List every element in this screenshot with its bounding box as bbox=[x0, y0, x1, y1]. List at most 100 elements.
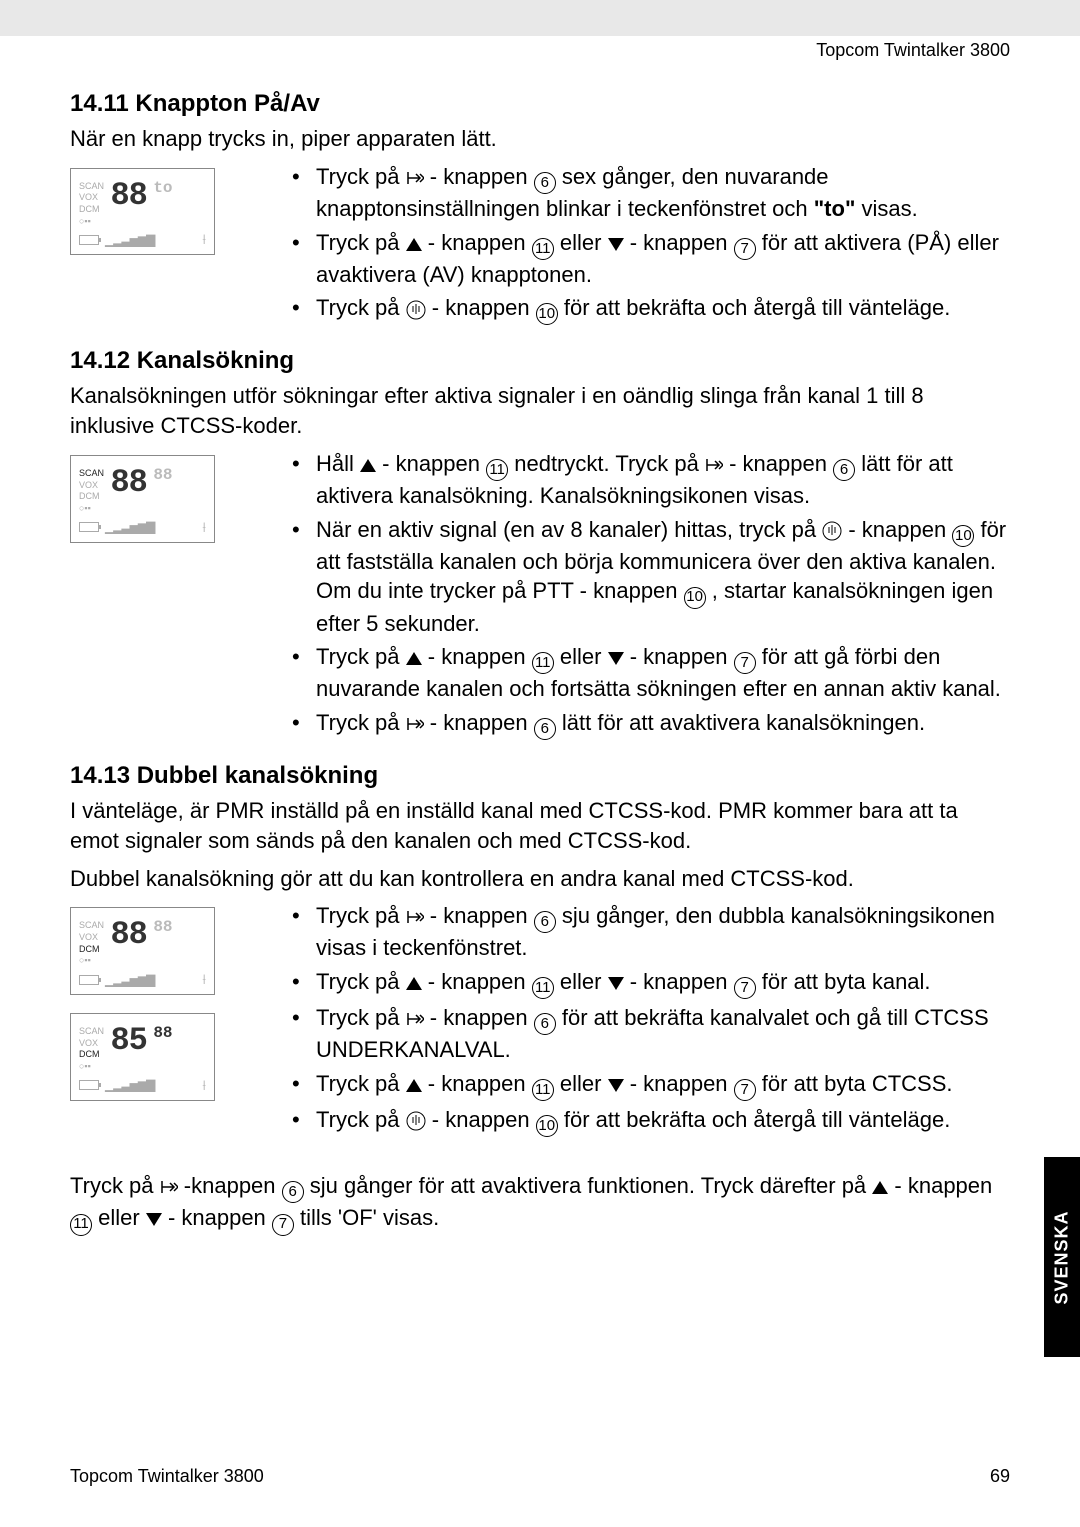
list-item: Tryck på - knappen 6 sju gånger, den dub… bbox=[316, 901, 1010, 963]
circled-10: 10 bbox=[536, 303, 558, 325]
triangle-up-icon bbox=[360, 459, 376, 472]
circled-11: 11 bbox=[532, 1079, 554, 1101]
list-item: Tryck på - knappen 11 eller - knappen 7 … bbox=[316, 642, 1010, 704]
list-item: Tryck på - knappen 6 för att bekräfta ka… bbox=[316, 1003, 1010, 1065]
page-number: 69 bbox=[990, 1466, 1010, 1487]
page: Topcom Twintalker 3800 14.11 Knappton På… bbox=[0, 0, 1080, 1527]
list-item: Tryck på - knappen 6 lätt för att avakti… bbox=[316, 708, 1010, 740]
circled-6: 6 bbox=[534, 172, 556, 194]
lcd-labels: SCANVOXDCM○▪▪ bbox=[79, 920, 104, 967]
list-item: Tryck på - knappen 11 eller - knappen 7 … bbox=[316, 228, 1010, 290]
lcd-14-12: SCANVOXDCM○▪▪ 88 88 ▁▂▃▅▆▇ ⟊ bbox=[70, 455, 215, 543]
triangle-down-icon bbox=[608, 977, 624, 990]
circled-11: 11 bbox=[70, 1214, 92, 1236]
lcd-bottom: ▁▂▃▅▆▇ ⟊ bbox=[79, 971, 206, 988]
section-intro-14-12: Kanalsökningen utför sökningar efter akt… bbox=[70, 381, 1010, 440]
ptt-icon bbox=[406, 1111, 426, 1131]
triangle-up-icon bbox=[872, 1181, 888, 1194]
circled-7: 7 bbox=[734, 652, 756, 674]
lcd-bottom: ▁▂▃▅▆▇ ⟊ bbox=[79, 519, 206, 536]
circled-6: 6 bbox=[534, 718, 556, 740]
ptt-icon bbox=[822, 521, 842, 541]
lcd-bottom: ▁▂▃▅▆▇ ⟊ bbox=[79, 1077, 206, 1094]
circled-10: 10 bbox=[684, 587, 706, 609]
bold-to: "to" bbox=[814, 196, 856, 221]
lcd-big: 88 bbox=[110, 916, 146, 953]
signal-icon: ▁▂▃▅▆▇ bbox=[105, 233, 154, 247]
circled-10: 10 bbox=[952, 525, 974, 547]
lcd-labels: SCANVOXDCM○▪▪ bbox=[79, 1026, 104, 1073]
lcd-col-14-12: SCANVOXDCM○▪▪ 88 88 ▁▂▃▅▆▇ ⟊ bbox=[70, 449, 280, 543]
footer-left: Topcom Twintalker 3800 bbox=[70, 1466, 264, 1487]
circled-10: 10 bbox=[536, 1115, 558, 1137]
circled-6: 6 bbox=[534, 1013, 556, 1035]
arrow-ex-icon bbox=[406, 1011, 424, 1027]
section-title-14-13: 14.13 Dubbel kanalsökning bbox=[70, 762, 1010, 790]
circled-7: 7 bbox=[734, 1079, 756, 1101]
list-item: Tryck på - knappen 11 eller - knappen 7 … bbox=[316, 1069, 1010, 1101]
signal-icon: ▁▂▃▅▆▇ bbox=[105, 520, 154, 534]
battery-icon bbox=[79, 1080, 99, 1090]
antenna-icon: ⟊ bbox=[202, 519, 206, 536]
bullets-14-11: Tryck på - knappen 6 sex gånger, den nuv… bbox=[280, 162, 1010, 330]
list-item: Tryck på - knappen 10 för att bekräfta o… bbox=[316, 293, 1010, 325]
lcd-bottom: ▁▂▃▅▆▇ ⟊ bbox=[79, 231, 206, 248]
signal-icon: ▁▂▃▅▆▇ bbox=[105, 1078, 154, 1092]
triangle-up-icon bbox=[406, 1079, 422, 1092]
row-14-11: SCANVOXDCM○▪▪ 88 to ▁▂▃▅▆▇ ⟊ Tryck på bbox=[70, 162, 1010, 330]
arrow-ex-icon bbox=[705, 457, 723, 473]
triangle-up-icon bbox=[406, 652, 422, 665]
lcd-sub: 88 bbox=[153, 466, 172, 484]
triangle-down-icon bbox=[608, 1079, 624, 1092]
triangle-up-icon bbox=[406, 238, 422, 251]
circled-11: 11 bbox=[532, 977, 554, 999]
circled-6: 6 bbox=[282, 1181, 304, 1203]
section-intro1-14-13: I vänteläge, är PMR inställd på en instä… bbox=[70, 796, 1010, 855]
lcd-14-11: SCANVOXDCM○▪▪ 88 to ▁▂▃▅▆▇ ⟊ bbox=[70, 168, 215, 256]
triangle-up-icon bbox=[406, 977, 422, 990]
lcd-sub: to bbox=[153, 179, 172, 197]
circled-7: 7 bbox=[734, 977, 756, 999]
lcd-sub: 88 bbox=[153, 1024, 172, 1042]
lcd-big: 88 bbox=[110, 464, 146, 501]
circled-6: 6 bbox=[833, 459, 855, 481]
arrow-ex-icon bbox=[160, 1179, 178, 1195]
battery-icon bbox=[79, 522, 99, 532]
list-item: Tryck på - knappen 10 för att bekräfta o… bbox=[316, 1105, 1010, 1137]
battery-icon bbox=[79, 975, 99, 985]
triangle-down-icon bbox=[608, 652, 624, 665]
antenna-icon: ⟊ bbox=[202, 971, 206, 988]
section-title-14-12: 14.12 Kanalsökning bbox=[70, 347, 1010, 375]
circled-6: 6 bbox=[534, 911, 556, 933]
circled-7: 7 bbox=[734, 238, 756, 260]
lcd-14-13a: SCANVOXDCM○▪▪ 88 88 ▁▂▃▅▆▇ ⟊ bbox=[70, 907, 215, 995]
note-14-13: Tryck på -knappen 6 sju gånger för att a… bbox=[70, 1171, 1010, 1235]
list-item: Tryck på - knappen 6 sex gånger, den nuv… bbox=[316, 162, 1010, 224]
antenna-icon: ⟊ bbox=[202, 231, 206, 248]
circled-7: 7 bbox=[272, 1214, 294, 1236]
ptt-icon bbox=[406, 300, 426, 320]
arrow-ex-icon bbox=[406, 716, 424, 732]
arrow-ex-icon bbox=[406, 170, 424, 186]
arrow-ex-icon bbox=[406, 909, 424, 925]
list-item: Håll - knappen 11 nedtryckt. Tryck på - … bbox=[316, 449, 1010, 511]
list-item: När en aktiv signal (en av 8 kanaler) hi… bbox=[316, 515, 1010, 639]
bullets-14-13: Tryck på - knappen 6 sju gånger, den dub… bbox=[280, 901, 1010, 1141]
battery-icon bbox=[79, 235, 99, 245]
triangle-down-icon bbox=[608, 238, 624, 251]
circled-11: 11 bbox=[486, 459, 508, 481]
row-14-13: SCANVOXDCM○▪▪ 88 88 ▁▂▃▅▆▇ ⟊ SCANVOXDCM○… bbox=[70, 901, 1010, 1141]
lcd-big: 88 bbox=[110, 177, 146, 214]
lcd-14-13b: SCANVOXDCM○▪▪ 85 88 ▁▂▃▅▆▇ ⟊ bbox=[70, 1013, 215, 1101]
lcd-labels: SCANVOXDCM○▪▪ bbox=[79, 468, 104, 515]
list-item: Tryck på - knappen 11 eller - knappen 7 … bbox=[316, 967, 1010, 999]
circled-11: 11 bbox=[532, 238, 554, 260]
header-product: Topcom Twintalker 3800 bbox=[816, 40, 1010, 61]
antenna-icon: ⟊ bbox=[202, 1077, 206, 1094]
lcd-labels: SCANVOXDCM○▪▪ bbox=[79, 181, 104, 228]
lcd-big: 85 bbox=[110, 1022, 146, 1059]
lcd-col-14-11: SCANVOXDCM○▪▪ 88 to ▁▂▃▅▆▇ ⟊ bbox=[70, 162, 280, 256]
language-tab: SVENSKA bbox=[1044, 1157, 1080, 1357]
lcd-sub: 88 bbox=[153, 918, 172, 936]
lcd-col-14-13: SCANVOXDCM○▪▪ 88 88 ▁▂▃▅▆▇ ⟊ SCANVOXDCM○… bbox=[70, 901, 280, 1101]
